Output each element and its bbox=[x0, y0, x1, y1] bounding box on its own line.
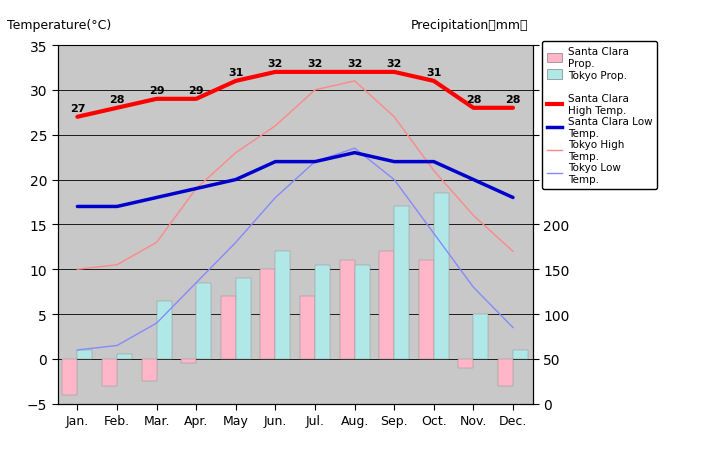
Bar bbox=[261, 269, 275, 359]
Bar bbox=[117, 355, 132, 359]
Legend: Santa Clara
Prop., Tokyo Prop., , Santa Clara
High Temp., Santa Clara Low
Temp.,: Santa Clara Prop., Tokyo Prop., , Santa … bbox=[541, 42, 657, 190]
Text: 28: 28 bbox=[109, 95, 125, 105]
Bar bbox=[354, 265, 369, 359]
Bar bbox=[275, 252, 290, 359]
Bar bbox=[196, 283, 211, 359]
Bar bbox=[419, 261, 433, 359]
Text: Precipitation（mm）: Precipitation（mm） bbox=[410, 19, 528, 32]
Bar bbox=[498, 359, 513, 386]
Bar bbox=[379, 252, 394, 359]
Bar bbox=[181, 359, 196, 364]
Bar bbox=[221, 297, 236, 359]
Bar bbox=[474, 314, 488, 359]
Text: 29: 29 bbox=[189, 86, 204, 96]
Text: 31: 31 bbox=[228, 68, 243, 78]
Bar bbox=[78, 350, 92, 359]
Text: 29: 29 bbox=[149, 86, 164, 96]
Text: 28: 28 bbox=[466, 95, 481, 105]
Bar bbox=[433, 194, 449, 359]
Bar bbox=[102, 359, 117, 386]
Bar bbox=[236, 279, 251, 359]
Text: 27: 27 bbox=[70, 104, 85, 114]
Bar bbox=[63, 359, 78, 395]
Text: 31: 31 bbox=[426, 68, 441, 78]
Text: 28: 28 bbox=[505, 95, 521, 105]
Bar bbox=[513, 350, 528, 359]
Bar bbox=[142, 359, 157, 381]
Bar bbox=[394, 207, 409, 359]
Bar bbox=[340, 261, 354, 359]
Text: 32: 32 bbox=[387, 59, 402, 69]
Text: 32: 32 bbox=[268, 59, 283, 69]
Bar bbox=[157, 301, 171, 359]
Bar bbox=[459, 359, 474, 368]
Text: 32: 32 bbox=[307, 59, 323, 69]
Text: 32: 32 bbox=[347, 59, 362, 69]
Text: Temperature(°C): Temperature(°C) bbox=[7, 19, 112, 32]
Bar bbox=[300, 297, 315, 359]
Bar bbox=[315, 265, 330, 359]
